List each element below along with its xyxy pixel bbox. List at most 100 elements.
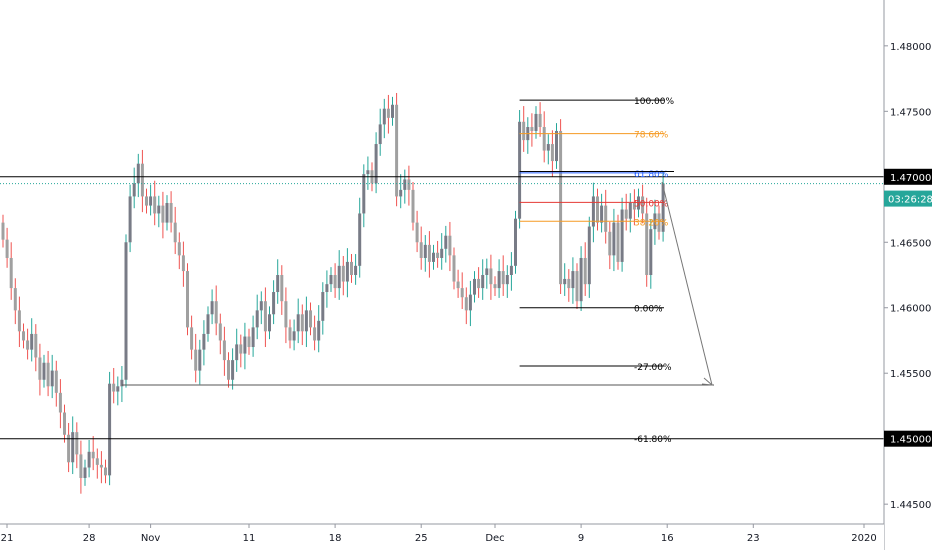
candle-body: [1, 222, 5, 240]
candle: [341, 256, 345, 296]
candle-body: [591, 196, 595, 227]
time-tick-label: 21: [1, 533, 14, 544]
candle: [71, 416, 75, 475]
candle: [391, 96, 394, 126]
candle-body: [276, 275, 280, 293]
candle: [161, 191, 165, 239]
candle-body: [38, 357, 42, 380]
candle: [481, 259, 485, 300]
candle-body: [583, 257, 587, 285]
candle-body: [210, 301, 214, 315]
fib-level: -61.80%: [634, 435, 672, 445]
candle: [22, 323, 25, 349]
candle-body: [362, 174, 366, 214]
price-tick-label: 1.48000: [890, 42, 931, 53]
candle: [374, 132, 378, 194]
candle-body: [128, 196, 132, 243]
line-price-tag: [884, 430, 932, 447]
candle: [79, 440, 83, 494]
candle: [419, 226, 423, 270]
candle-body: [235, 344, 239, 361]
candle-body: [108, 383, 112, 476]
candle: [333, 263, 337, 298]
candle: [641, 184, 645, 224]
arrow-head-icon: [701, 377, 714, 386]
candle: [30, 318, 34, 362]
price-tick-label: 1.45500: [890, 369, 931, 380]
candle-body: [546, 144, 550, 151]
candle-body: [145, 196, 148, 206]
candle-body: [604, 205, 608, 232]
candle-body: [50, 370, 54, 387]
candle: [411, 182, 415, 231]
candle: [358, 197, 362, 278]
candle-body: [571, 271, 575, 289]
candle: [255, 294, 259, 340]
candle: [497, 259, 501, 298]
candle: [473, 271, 476, 303]
candle-body: [477, 278, 481, 289]
time-tick-label: Dec: [485, 533, 504, 544]
candle: [378, 108, 382, 156]
candle-body: [9, 257, 13, 289]
candle-body: [567, 278, 571, 289]
candle: [46, 350, 50, 397]
candle-body: [292, 331, 296, 341]
candle-body: [83, 467, 87, 478]
line-price-tag-label: 1.47000: [890, 173, 931, 184]
candle: [362, 164, 366, 228]
countdown-tag: [884, 190, 932, 207]
candle: [579, 246, 583, 312]
candle: [145, 188, 148, 214]
candle: [645, 197, 649, 287]
candle-body: [587, 226, 591, 285]
candle-body: [71, 432, 75, 463]
candle: [514, 210, 517, 274]
candle-body: [149, 196, 153, 206]
candle-body: [309, 310, 312, 328]
candle: [427, 231, 431, 278]
candle-body: [395, 104, 399, 197]
candle: [13, 278, 17, 325]
candle-body: [321, 292, 325, 321]
candle: [34, 324, 38, 372]
candle-body: [218, 323, 222, 341]
candle: [75, 422, 79, 469]
candle: [587, 216, 591, 298]
candle: [173, 206, 177, 255]
candle: [243, 322, 247, 370]
candle: [559, 119, 563, 294]
candle: [190, 315, 194, 360]
candle: [530, 113, 534, 147]
candle: [140, 149, 144, 213]
candle: [542, 111, 546, 163]
candle-body: [649, 229, 653, 275]
candle: [136, 153, 140, 198]
candle-body: [288, 327, 292, 341]
candle: [563, 263, 567, 296]
fib-retracement-layer: 100.00% 78.60% 61.80% 50.00% 38.20% 0.00% -27.…: [519, 97, 674, 445]
candle: [116, 376, 120, 406]
candle: [63, 404, 66, 443]
candle-body: [464, 297, 468, 311]
candle: [309, 302, 312, 336]
candle: [637, 188, 640, 218]
projection-arrow[interactable]: [661, 181, 713, 386]
price-tick-label: 1.46500: [890, 238, 931, 249]
candle: [624, 193, 628, 231]
candle-body: [169, 202, 173, 223]
candle-body: [263, 301, 267, 332]
candle-body: [317, 320, 321, 341]
candle-body: [13, 288, 17, 311]
time-tick-label: 18: [329, 533, 342, 544]
time-tick-label: Nov: [141, 533, 161, 544]
fib-level-label: -27.00%: [634, 363, 672, 373]
candle-body: [530, 127, 534, 131]
candle: [432, 244, 435, 270]
price-tick-label: 1.46000: [890, 304, 931, 315]
candle: [124, 234, 128, 388]
candle-body: [104, 467, 107, 476]
candle-body: [337, 265, 341, 289]
